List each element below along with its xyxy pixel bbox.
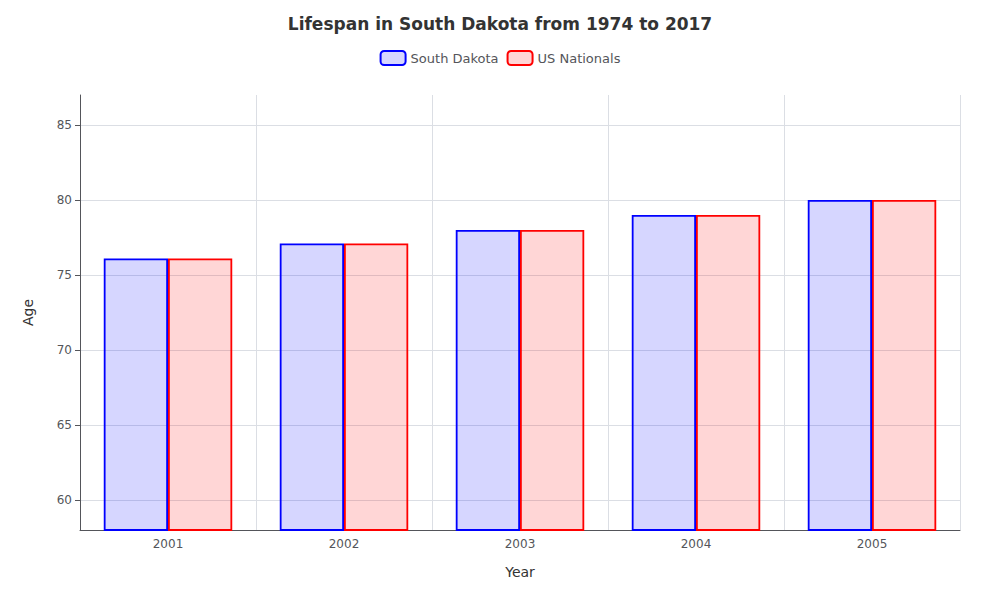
svg-text:2002: 2002: [329, 537, 360, 551]
svg-text:70: 70: [57, 343, 72, 357]
svg-text:Year: Year: [504, 564, 535, 580]
svg-text:60: 60: [57, 493, 72, 507]
svg-text:85: 85: [57, 118, 72, 132]
svg-text:2004: 2004: [681, 537, 712, 551]
svg-text:75: 75: [57, 268, 72, 282]
svg-text:South Dakota: South Dakota: [411, 51, 499, 66]
svg-text:Age: Age: [20, 299, 36, 326]
svg-text:Lifespan in South Dakota from: Lifespan in South Dakota from 1974 to 20…: [288, 14, 712, 34]
svg-text:US Nationals: US Nationals: [538, 51, 621, 66]
svg-text:65: 65: [57, 418, 72, 432]
svg-text:2001: 2001: [153, 537, 184, 551]
svg-text:80: 80: [57, 193, 72, 207]
svg-text:2003: 2003: [505, 537, 536, 551]
svg-text:2005: 2005: [857, 537, 888, 551]
